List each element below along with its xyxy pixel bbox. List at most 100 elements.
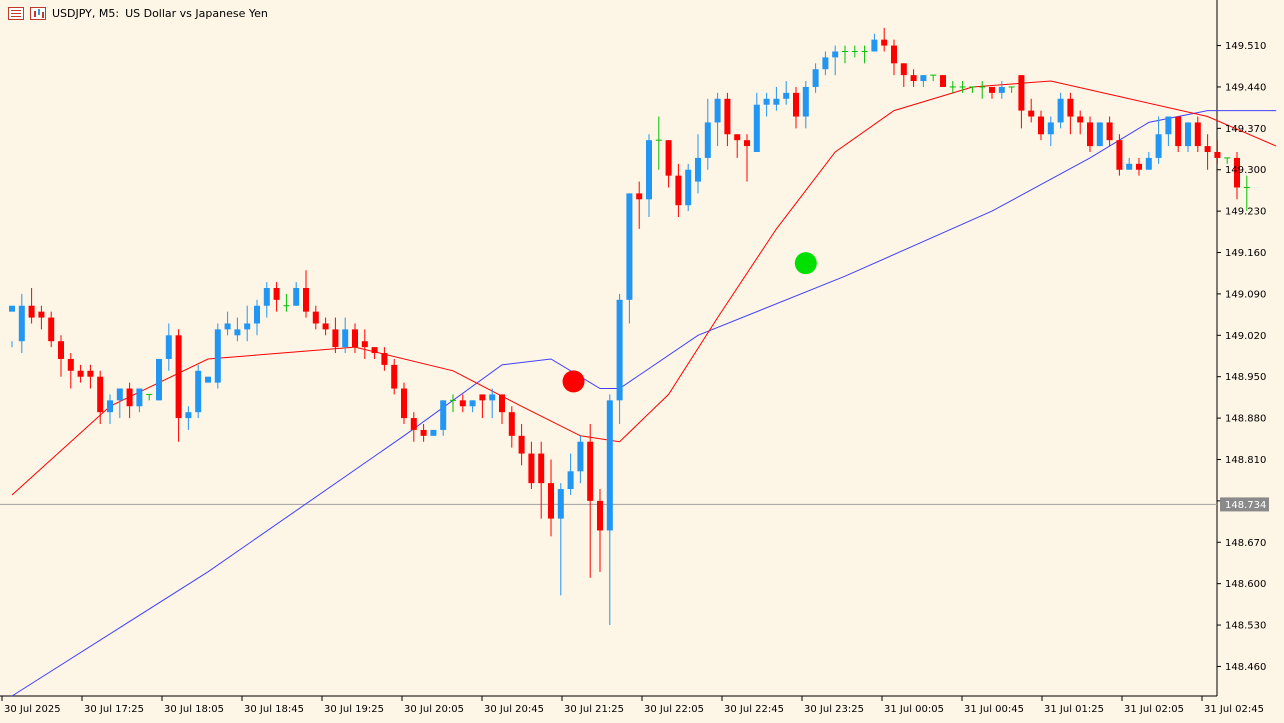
candle-body (1038, 116, 1044, 135)
candle-body (420, 429, 427, 436)
candle (352, 323, 358, 354)
candle-body (1067, 98, 1074, 117)
candle-body (254, 305, 260, 324)
candle (714, 92, 721, 147)
candle-body (48, 317, 55, 342)
candle (38, 305, 45, 330)
candle-body (910, 75, 917, 82)
candle-body (107, 400, 113, 413)
time-scale: 30 Jul 2025 30 Jul 17:25 30 Jul 18:05 30 Ju… (1, 696, 1264, 715)
time-tick-label: 31 Jul 01:25 (1044, 704, 1104, 715)
candle-body (322, 323, 329, 330)
candle-body (342, 329, 349, 348)
candle-body (352, 329, 358, 348)
time-tick-label: 30 Jul 21:25 (564, 704, 624, 715)
candle-body (381, 353, 388, 365)
candle (1096, 122, 1103, 147)
candle-body (205, 376, 211, 383)
candle-body (263, 288, 270, 306)
candle (263, 282, 270, 318)
chart-icon[interactable] (30, 7, 46, 20)
candle (606, 394, 613, 626)
candle (910, 69, 917, 87)
candle (900, 63, 907, 87)
candle-body (606, 400, 613, 531)
candle-body (1018, 75, 1025, 111)
candle (459, 394, 466, 413)
candle (636, 181, 643, 229)
candle (989, 86, 995, 99)
candle-body (734, 134, 741, 141)
candle (214, 323, 221, 389)
candle-body (1047, 122, 1054, 135)
candle-body (224, 323, 231, 330)
candle (1106, 116, 1113, 147)
symbol-description: US Dollar vs Japanese Yen (125, 7, 268, 20)
candle-body (704, 122, 711, 158)
time-tick-label: 30 Jul 2025 (4, 704, 61, 715)
candle (724, 92, 731, 147)
candle-body (744, 140, 750, 147)
candle (489, 388, 496, 419)
candle (195, 364, 202, 419)
candle (1028, 98, 1035, 123)
candle (479, 394, 486, 419)
candle-body (822, 57, 829, 70)
candle (1038, 110, 1044, 141)
candle (499, 394, 505, 424)
candle-body (508, 412, 515, 436)
candle (116, 388, 123, 419)
time-tick-label: 31 Jul 02:05 (1124, 704, 1184, 715)
candle-body (763, 98, 770, 105)
candle (832, 45, 839, 76)
candle-body (1165, 116, 1172, 135)
candle-body (401, 388, 407, 419)
candle (361, 329, 368, 359)
candle (998, 81, 1005, 99)
candle (1243, 175, 1250, 212)
candle (665, 140, 672, 188)
candle-body (695, 157, 701, 182)
candle-body (185, 412, 192, 419)
candle-body (1077, 116, 1084, 123)
candle-body (1234, 157, 1240, 188)
market-watch-icon[interactable] (8, 7, 24, 20)
candle-body (18, 305, 25, 342)
candle-body (244, 323, 251, 330)
candle-body (38, 311, 45, 318)
candle-body (597, 500, 603, 531)
current-price-tag: 148.734 (1220, 497, 1269, 512)
candle-body (9, 305, 15, 312)
candle (146, 393, 153, 401)
price-tick-label: 149.510 (1225, 41, 1266, 52)
candle (136, 388, 143, 413)
candle-body (832, 51, 839, 58)
candle (1008, 86, 1015, 93)
candle (77, 364, 84, 383)
candle (381, 347, 388, 371)
candle-body (1204, 146, 1211, 152)
candle-body (489, 394, 496, 401)
candle (450, 394, 456, 413)
time-tick-label: 30 Jul 20:05 (404, 704, 464, 715)
candle-body (273, 288, 280, 300)
candle (616, 293, 623, 424)
candles (9, 27, 1250, 626)
candle-body (77, 370, 84, 377)
candle (842, 45, 848, 64)
candle-body (685, 169, 692, 206)
candle-body (165, 335, 172, 359)
candle-body (332, 329, 339, 348)
candle-body (1185, 122, 1191, 147)
candle (254, 299, 260, 336)
time-tick-label: 31 Jul 02:45 (1204, 704, 1264, 715)
candle-body (361, 341, 368, 348)
price-tick-label: 148.460 (1225, 662, 1266, 673)
candle (1126, 157, 1133, 170)
price-tick-label: 149.160 (1225, 248, 1266, 259)
candle-body (459, 400, 466, 407)
candle (322, 317, 329, 336)
